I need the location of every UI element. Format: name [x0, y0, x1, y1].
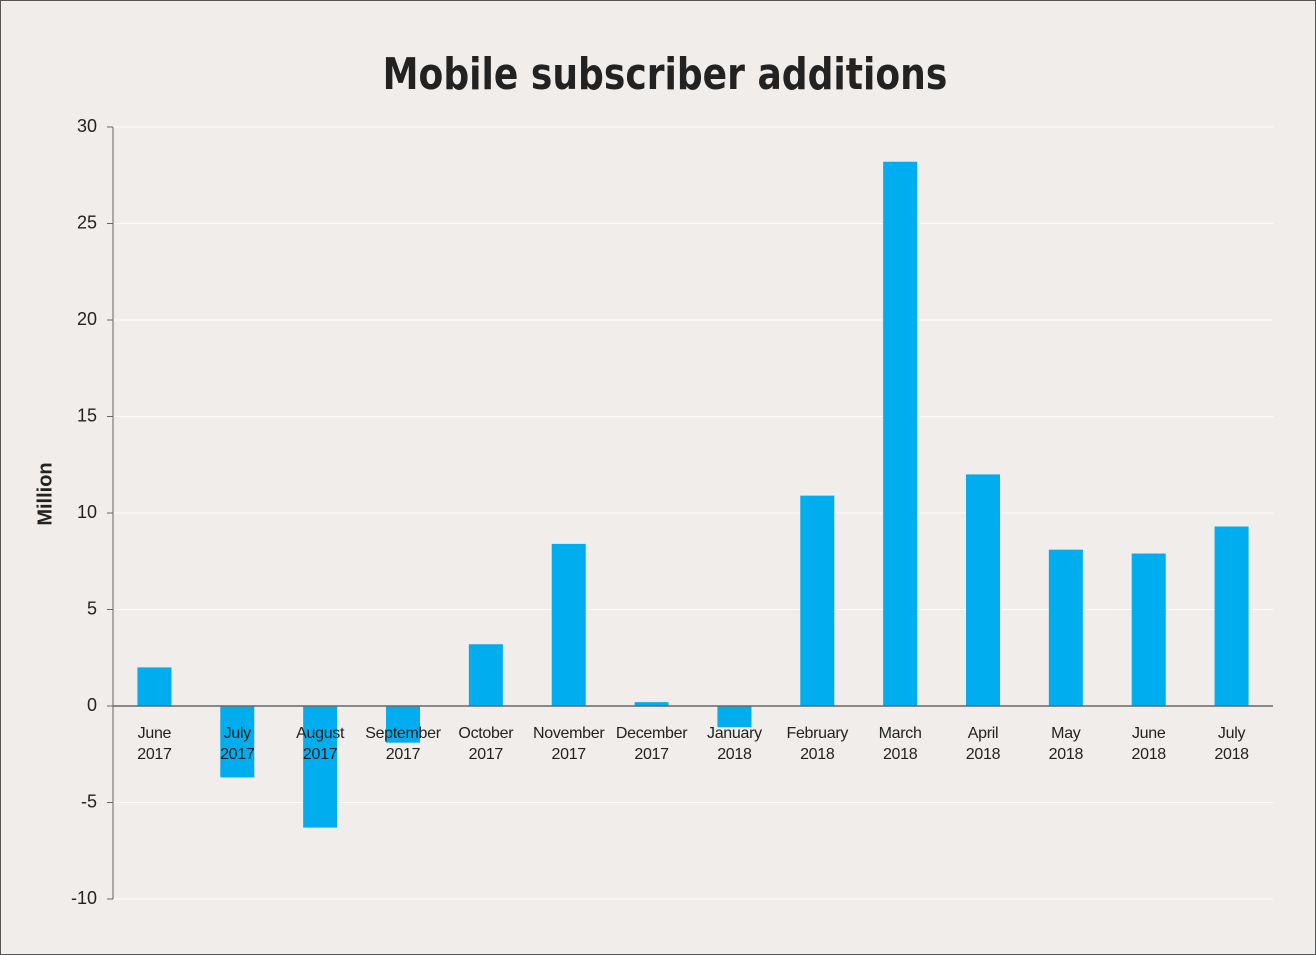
chart-title: Mobile subscriber additions [383, 50, 948, 100]
bar [800, 495, 835, 706]
x-tick-label: September 2017 [365, 725, 441, 763]
bar [468, 644, 503, 706]
x-tick-label: April 2018 [965, 725, 1001, 763]
bar [1214, 526, 1249, 706]
x-tick-label: March 2018 [878, 725, 922, 763]
bar [966, 474, 1000, 706]
x-tick-label: December 2017 [615, 725, 688, 763]
y-tick-label: 20 [77, 309, 97, 329]
bar [551, 543, 586, 706]
x-tick-label: November 2017 [533, 725, 605, 763]
y-tick-label: 0 [87, 695, 97, 715]
y-tick-label: 25 [77, 212, 97, 232]
y-tick-label: 10 [77, 502, 97, 522]
bar [1048, 549, 1083, 706]
x-tick-label: May 2018 [1048, 725, 1084, 763]
x-tick-label: July 2018 [1214, 725, 1249, 763]
bar [137, 667, 172, 706]
x-tick-label: June 2018 [1131, 725, 1167, 763]
x-tick-label: February 2018 [786, 725, 849, 763]
y-tick-label: 15 [77, 405, 97, 425]
x-tick-label: June 2017 [137, 725, 172, 763]
y-axis-label: Million [34, 462, 56, 525]
x-tick-label: July 2017 [220, 725, 255, 763]
y-tick-label: 5 [87, 598, 97, 618]
bar [220, 706, 255, 778]
bar [1131, 553, 1166, 706]
bar [717, 706, 752, 728]
y-tick-label: -5 [81, 791, 97, 811]
x-tick-label: August 2017 [296, 725, 345, 763]
bar [386, 706, 420, 743]
bar [303, 706, 338, 828]
y-tick-label: -10 [71, 888, 97, 908]
y-tick-label: 30 [77, 116, 97, 136]
bar [883, 161, 918, 707]
bar [634, 702, 669, 706]
x-tick-label: October 2017 [458, 725, 514, 763]
x-tick-label: January 2018 [707, 725, 762, 763]
